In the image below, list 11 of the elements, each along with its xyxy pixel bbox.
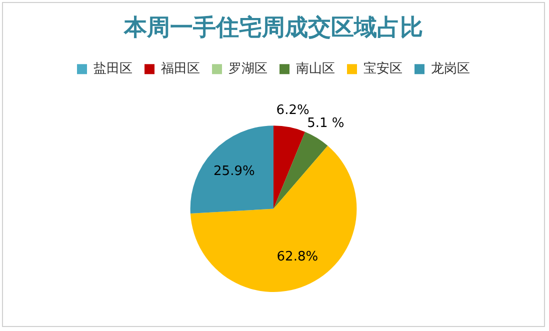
data-label: 6.2% bbox=[276, 103, 310, 118]
legend-label: 罗湖区 bbox=[228, 61, 268, 76]
legend-label: 南山区 bbox=[296, 61, 335, 76]
data-label: 25.9% bbox=[214, 164, 255, 180]
legend-label: 福田区 bbox=[161, 61, 200, 76]
chart-title: 本周一手住宅周成交区域占比 bbox=[123, 14, 423, 41]
data-label: 62.8% bbox=[276, 250, 318, 265]
legend-label: 宝安区 bbox=[364, 60, 402, 76]
data-label: 5.1 % bbox=[307, 116, 344, 132]
legend-label: 盐田区 bbox=[94, 61, 132, 76]
legend-label: 龙岗区 bbox=[431, 61, 470, 76]
